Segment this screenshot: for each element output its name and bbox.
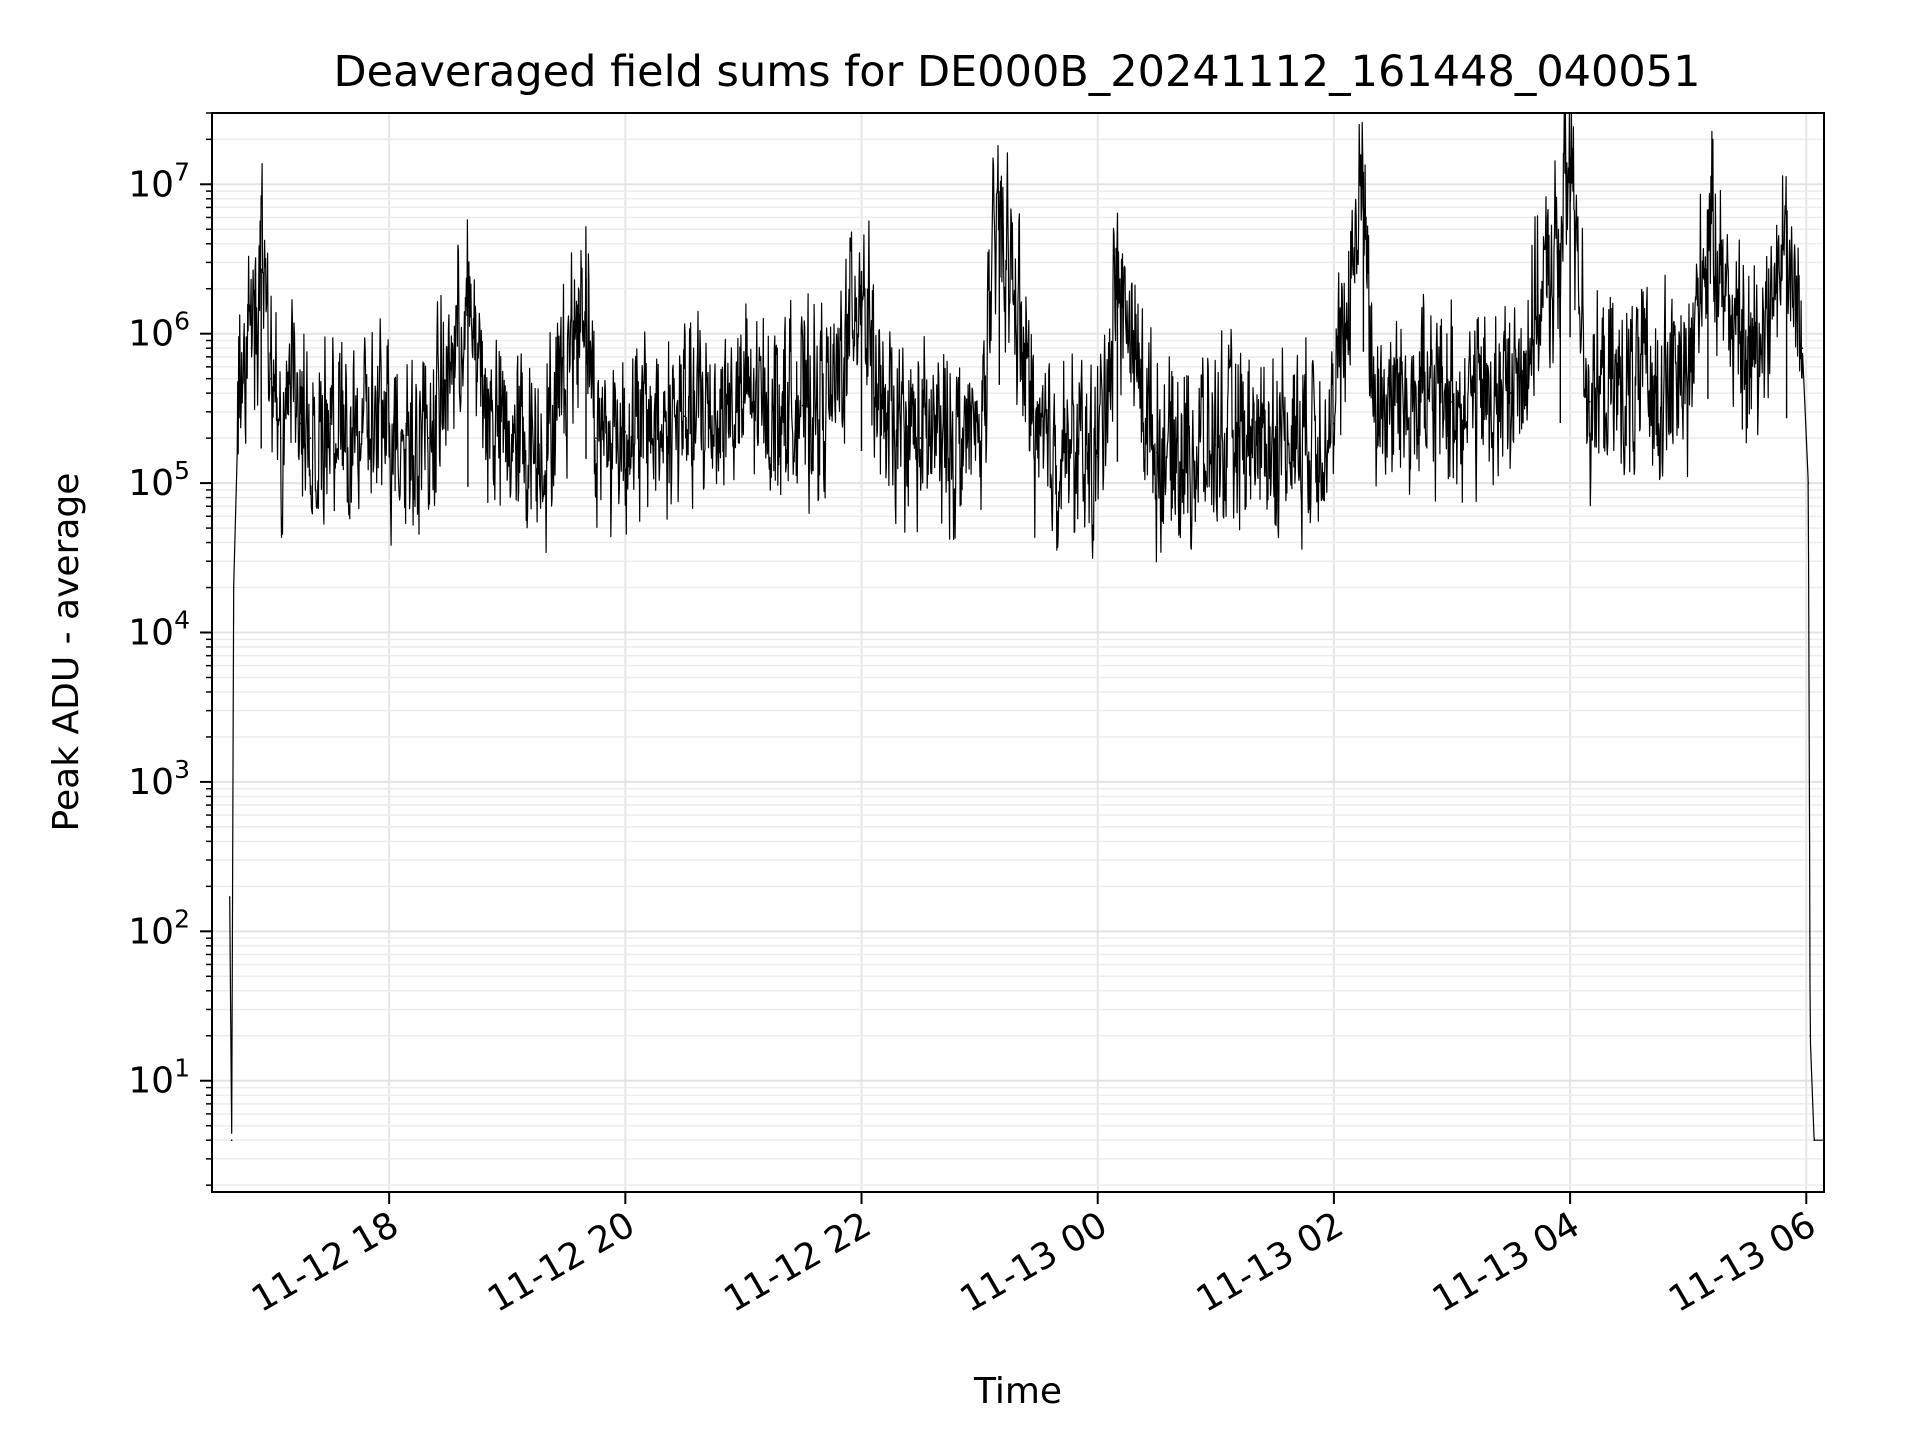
y-tick-label: 102: [128, 904, 190, 952]
y-tick-label: 107: [128, 157, 190, 205]
chart-title: Deaveraged field sums for DE000B_2024111…: [334, 47, 1701, 97]
data-point: [232, 586, 235, 589]
data-point: [545, 444, 548, 446]
data-point: [427, 437, 430, 439]
plot-frame: [211, 112, 1825, 1193]
data-point: [1156, 451, 1158, 454]
data-point: [1809, 1035, 1811, 1037]
data-point: [1805, 437, 1808, 439]
data-point: [1589, 401, 1591, 403]
y-tick-label: 106: [128, 307, 190, 355]
series-layer: [228, 113, 1824, 1141]
data-point: [880, 422, 882, 425]
data-point: [228, 896, 231, 898]
data-point: [329, 422, 331, 425]
y-axis-label: Peak ADU - average: [46, 473, 87, 832]
data-point: [1451, 401, 1453, 403]
data-point: [270, 377, 272, 380]
data-point: [1510, 392, 1512, 394]
data-point: [1746, 366, 1748, 368]
data-point: [486, 411, 489, 413]
y-tick-label: 103: [128, 755, 190, 803]
data-point: [1215, 444, 1217, 446]
data-point: [388, 422, 390, 425]
y-tick-label: 101: [128, 1054, 190, 1102]
data-point: [299, 422, 302, 425]
data-point: [1628, 384, 1630, 387]
data-point: [506, 437, 509, 439]
data-point: [289, 411, 292, 413]
data-point: [250, 347, 253, 350]
data-point: [831, 401, 833, 403]
data-point: [240, 366, 243, 368]
data-point: [624, 431, 627, 433]
data-point: [309, 437, 312, 439]
data-point: [230, 1139, 233, 1141]
data-point: [919, 437, 922, 439]
data-point: [1372, 401, 1375, 403]
data-point: [595, 437, 597, 439]
y-tick-label: 105: [128, 456, 190, 504]
data-point: [1807, 482, 1810, 484]
data-point: [742, 401, 745, 403]
data-point: [236, 437, 239, 439]
data-point: [683, 415, 686, 418]
series-line: [229, 113, 1824, 1141]
y-tick-layer: 101 102 103 104 105 106 107: [128, 112, 212, 1186]
data-point: [801, 404, 804, 407]
data-point: [1037, 444, 1040, 446]
data-point: [280, 437, 282, 439]
data-point: [1801, 347, 1804, 350]
x-axis-label: Time: [973, 1371, 1062, 1412]
y-tick-label: 104: [128, 606, 190, 654]
data-point: [358, 431, 361, 433]
data-point: [1411, 392, 1414, 394]
data-point: [1274, 437, 1276, 439]
data-point: [1687, 377, 1689, 380]
data-point: [1096, 456, 1099, 458]
data-point: [978, 437, 981, 439]
data-point: [1813, 1139, 1815, 1141]
data-point: [1333, 422, 1335, 425]
